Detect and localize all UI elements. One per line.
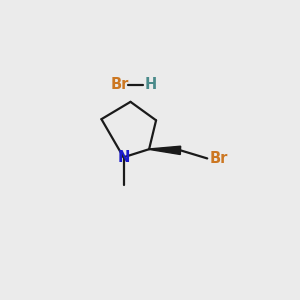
Polygon shape: [149, 146, 181, 154]
Text: H: H: [144, 77, 156, 92]
Text: N: N: [117, 150, 130, 165]
Text: Br: Br: [210, 151, 228, 166]
Text: Br: Br: [111, 77, 129, 92]
